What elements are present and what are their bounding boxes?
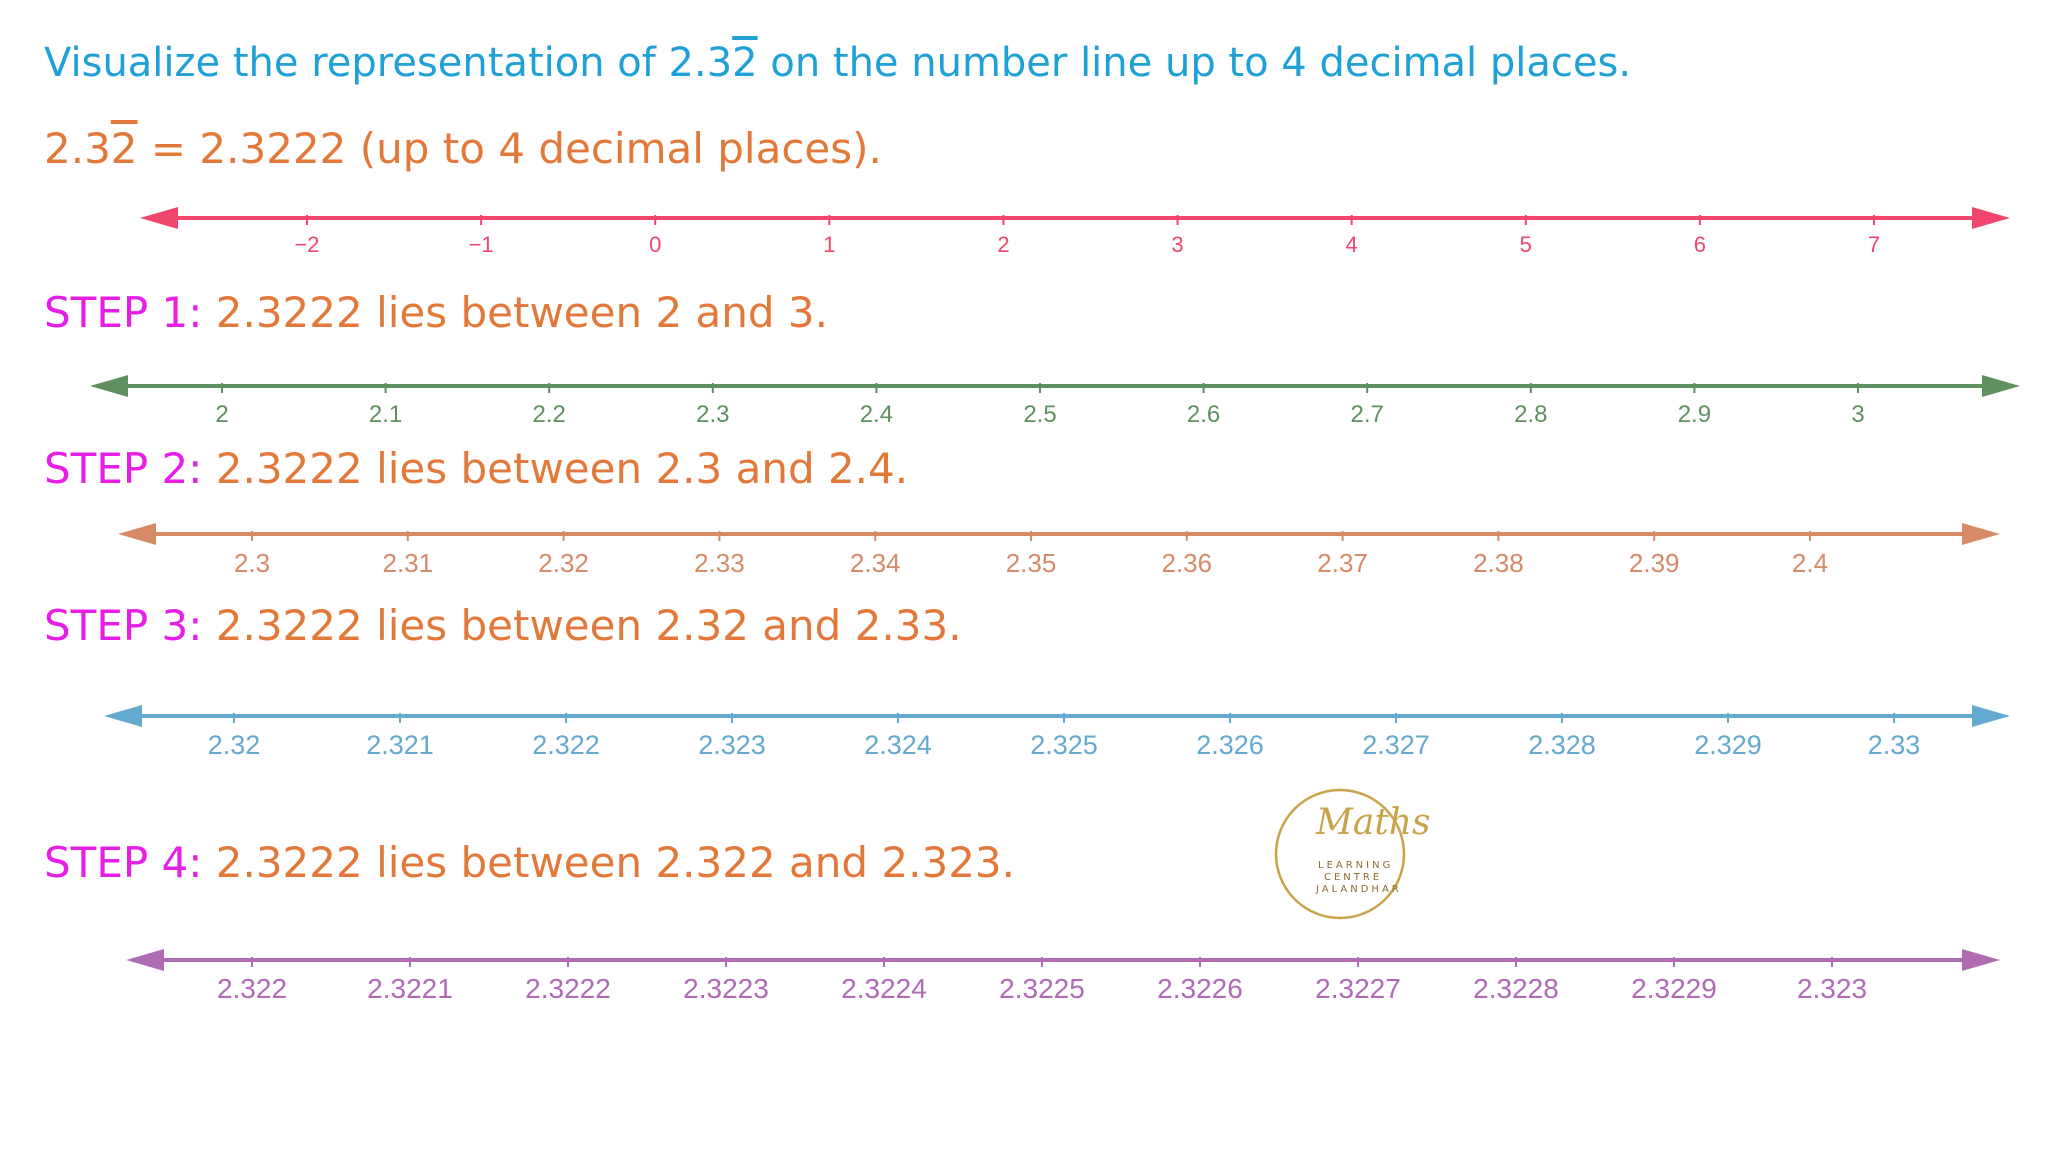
step-4: STEP 4: 2.3222 lies between 2.322 and 2.… [44, 838, 1015, 887]
tick-label: 2.325 [1030, 730, 1098, 760]
step-1-label: STEP 1: [44, 288, 203, 337]
tick-label: 2.324 [864, 730, 932, 760]
tick-label: 2.9 [1678, 401, 1711, 428]
tick-label: 2.33 [1868, 730, 1921, 760]
tick-label: 2.36 [1161, 548, 1212, 578]
tick-label: 3 [1171, 232, 1183, 257]
logo-line-3: JALANDHAR [1315, 884, 1402, 895]
tick-label: 2.4 [1792, 548, 1828, 578]
logo-line-1: LEARNING [1318, 860, 1393, 871]
tick-label: 7 [1868, 232, 1880, 257]
right-arrowhead-icon [1962, 523, 2000, 545]
step-1-text: 2.3222 lies between 2 and 3. [202, 288, 828, 337]
step-2-text: 2.3222 lies between 2.3 and 2.4. [202, 444, 909, 493]
tick-label: 2.3 [234, 548, 270, 578]
right-arrowhead-icon [1982, 375, 2020, 397]
right-arrowhead-icon [1962, 949, 2000, 971]
right-arrowhead-icon [1972, 207, 2010, 229]
tick-label: 2.3224 [841, 973, 927, 1004]
tick-label: 2 [215, 401, 228, 428]
tick-label: 2.6 [1187, 401, 1220, 428]
tick-label: 2.3221 [367, 973, 453, 1004]
step-3-label: STEP 3: [44, 601, 203, 650]
number-line-hundredths: 2.3 2.31 2.32 2.33 2.34 2.35 2.36 2.37 2.38 2.39 2… [118, 523, 2000, 578]
tick-label: 2.33 [694, 548, 745, 578]
tick-label: 2.37 [1317, 548, 1368, 578]
step-3-text: 2.3222 lies between 2.32 and 2.33. [202, 601, 962, 650]
maths-learning-centre-logo: Maths LEARNING CENTRE JALANDHAR [1274, 788, 1430, 920]
tick-label: 2.3 [696, 401, 729, 428]
tick-label: 2.7 [1351, 401, 1384, 428]
tick-label: 2.321 [366, 730, 434, 760]
tick-label: 2.32 [208, 730, 261, 760]
step-1: STEP 1: 2.3222 lies between 2 and 3. [44, 288, 828, 337]
step-4-label: STEP 4: [44, 838, 203, 887]
logo-line-2: CENTRE [1324, 872, 1382, 883]
tick-label: −1 [469, 232, 494, 257]
tick-label: 2.35 [1006, 548, 1057, 578]
tick-label: 2.328 [1528, 730, 1596, 760]
tick-label: 2.3226 [1157, 973, 1243, 1004]
tick-label: 3 [1851, 401, 1864, 428]
title-repeating-digit: 2 [732, 40, 758, 86]
number-line-tenths: 2 2.1 2.2 2.3 2.4 2.5 2.6 2.7 2.8 2.9 3 [90, 375, 2020, 428]
tick-label: 2.2 [533, 401, 566, 428]
equation-after: = 2.3222 (up to 4 decimal places). [137, 124, 882, 173]
title-text-before: Visualize the representation of 2.3 [44, 40, 733, 86]
number-line-integers: −2 −1 0 1 2 3 4 5 6 7 [140, 207, 2010, 257]
left-arrowhead-icon [118, 523, 156, 545]
tick-label: 2.31 [382, 548, 433, 578]
tick-label: 2.323 [698, 730, 766, 760]
tick-label: 4 [1346, 232, 1358, 257]
left-arrowhead-icon [90, 375, 128, 397]
tick-label: 2.3223 [683, 973, 769, 1004]
tick-label: 2.322 [217, 973, 287, 1004]
title-text-after: on the number line up to 4 decimal place… [757, 40, 1632, 86]
tick-label: 6 [1694, 232, 1706, 257]
tick-label: 2.322 [532, 730, 600, 760]
logo-ring [1274, 788, 1406, 920]
tick-label: 2.34 [850, 548, 901, 578]
tick-label: 2.38 [1473, 548, 1524, 578]
step-3: STEP 3: 2.3222 lies between 2.32 and 2.3… [44, 601, 962, 650]
tick-label: 2.323 [1797, 973, 1867, 1004]
step-2: STEP 2: 2.3222 lies between 2.3 and 2.4. [44, 444, 908, 493]
tick-label: 2.1 [369, 401, 402, 428]
tick-label: 2.3225 [999, 973, 1085, 1004]
tick-label: 2.5 [1023, 401, 1056, 428]
left-arrowhead-icon [140, 207, 178, 229]
step-2-label: STEP 2: [44, 444, 203, 493]
tick-label: 2.326 [1196, 730, 1264, 760]
tick-label: 2 [997, 232, 1009, 257]
tick-label: 5 [1520, 232, 1532, 257]
tick-label: 2.329 [1694, 730, 1762, 760]
tick-label: 2.3222 [525, 973, 611, 1004]
right-arrowhead-icon [1972, 705, 2010, 727]
tick-label: 0 [649, 232, 661, 257]
equation-before: 2.3 [44, 124, 111, 173]
step-4-text: 2.3222 lies between 2.322 and 2.323. [202, 838, 1015, 887]
tick-label: 2.4 [860, 401, 893, 428]
tick-label: 2.39 [1629, 548, 1680, 578]
tick-label: 2.3227 [1315, 973, 1401, 1004]
equation-repeating-digit: 2 [110, 124, 138, 173]
page-title: Visualize the representation of 2.32 on … [44, 40, 1631, 86]
tick-label: 2.3228 [1473, 973, 1559, 1004]
tick-label: 2.32 [538, 548, 589, 578]
number-line-ten-thousandths: 2.322 2.3221 2.3222 2.3223 2.3224 2.3225 2.322… [126, 949, 2000, 1004]
tick-label: 2.8 [1514, 401, 1547, 428]
equation: 2.32 = 2.3222 (up to 4 decimal places). [44, 124, 882, 173]
left-arrowhead-icon [126, 949, 164, 971]
left-arrowhead-icon [104, 705, 142, 727]
tick-label: 2.327 [1362, 730, 1430, 760]
logo-script: Maths [1315, 802, 1430, 843]
tick-label: −2 [294, 232, 319, 257]
tick-label: 2.3229 [1631, 973, 1717, 1004]
tick-label: 1 [823, 232, 835, 257]
number-line-thousandths: 2.32 2.321 2.322 2.323 2.324 2.325 2.326 2.327 2… [104, 705, 2010, 760]
